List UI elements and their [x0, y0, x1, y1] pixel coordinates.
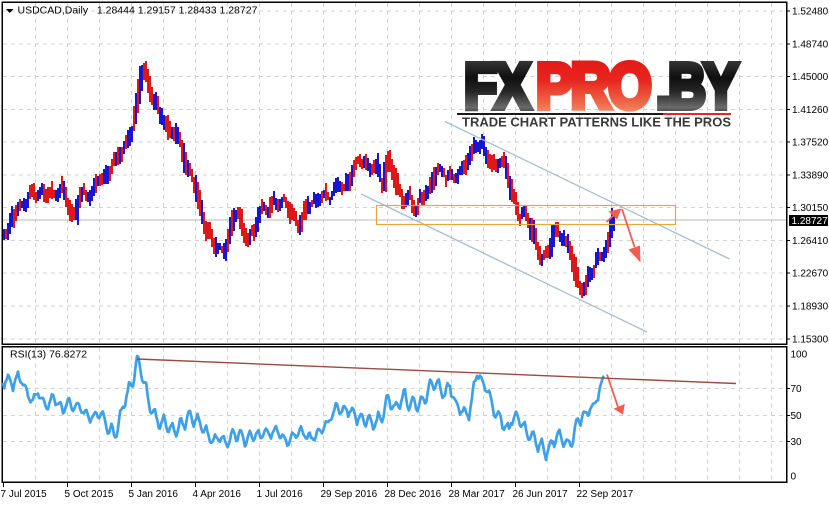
- svg-text:1.33890: 1.33890: [792, 170, 829, 181]
- svg-text:30: 30: [791, 437, 803, 448]
- svg-text:1 Jul 2016: 1 Jul 2016: [257, 489, 304, 500]
- svg-text:1.45000: 1.45000: [792, 72, 829, 83]
- svg-text:1.26410: 1.26410: [792, 236, 829, 247]
- svg-text:TRADE CHART PATTERNS LIKE THE: TRADE CHART PATTERNS LIKE THE PROS: [462, 116, 731, 130]
- svg-text:1.52480: 1.52480: [792, 7, 829, 18]
- svg-text:1.30150: 1.30150: [792, 203, 829, 214]
- svg-text:50: 50: [791, 411, 803, 422]
- svg-text:70: 70: [791, 384, 803, 395]
- svg-text:100: 100: [791, 350, 808, 361]
- svg-text:1.41260: 1.41260: [792, 105, 829, 116]
- svg-text:1.28727: 1.28727: [792, 216, 829, 227]
- svg-text:PRO: PRO: [536, 50, 650, 122]
- svg-text:29 Sep 2016: 29 Sep 2016: [321, 489, 378, 500]
- svg-text:28 Dec 2016: 28 Dec 2016: [385, 489, 442, 500]
- svg-text:28 Mar 2017: 28 Mar 2017: [449, 489, 506, 500]
- svg-text:1.37520: 1.37520: [792, 138, 829, 149]
- svg-text:USDCAD,Daily 1.28444 1.29157: USDCAD,Daily 1.28444 1.29157 1.28433 1.2…: [18, 5, 258, 17]
- svg-text:5 Oct 2015: 5 Oct 2015: [65, 489, 114, 500]
- svg-text:1.15300: 1.15300: [792, 334, 829, 345]
- svg-text:0: 0: [791, 472, 797, 483]
- svg-text:5 Jan 2016: 5 Jan 2016: [129, 489, 179, 500]
- svg-text:FX: FX: [464, 50, 531, 122]
- svg-text:22 Sep 2017: 22 Sep 2017: [577, 489, 634, 500]
- svg-text:7 Jul 2015: 7 Jul 2015: [1, 489, 48, 500]
- svg-text:1.22670: 1.22670: [792, 269, 829, 280]
- svg-text:26 Jun 2017: 26 Jun 2017: [513, 489, 568, 500]
- svg-text:.BY: .BY: [656, 50, 738, 122]
- svg-text:4 Apr 2016: 4 Apr 2016: [193, 489, 242, 500]
- svg-text:1.48740: 1.48740: [792, 39, 829, 50]
- svg-text:1.18930: 1.18930: [792, 302, 829, 313]
- svg-text:RSI(13) 76.8272: RSI(13) 76.8272: [10, 349, 87, 361]
